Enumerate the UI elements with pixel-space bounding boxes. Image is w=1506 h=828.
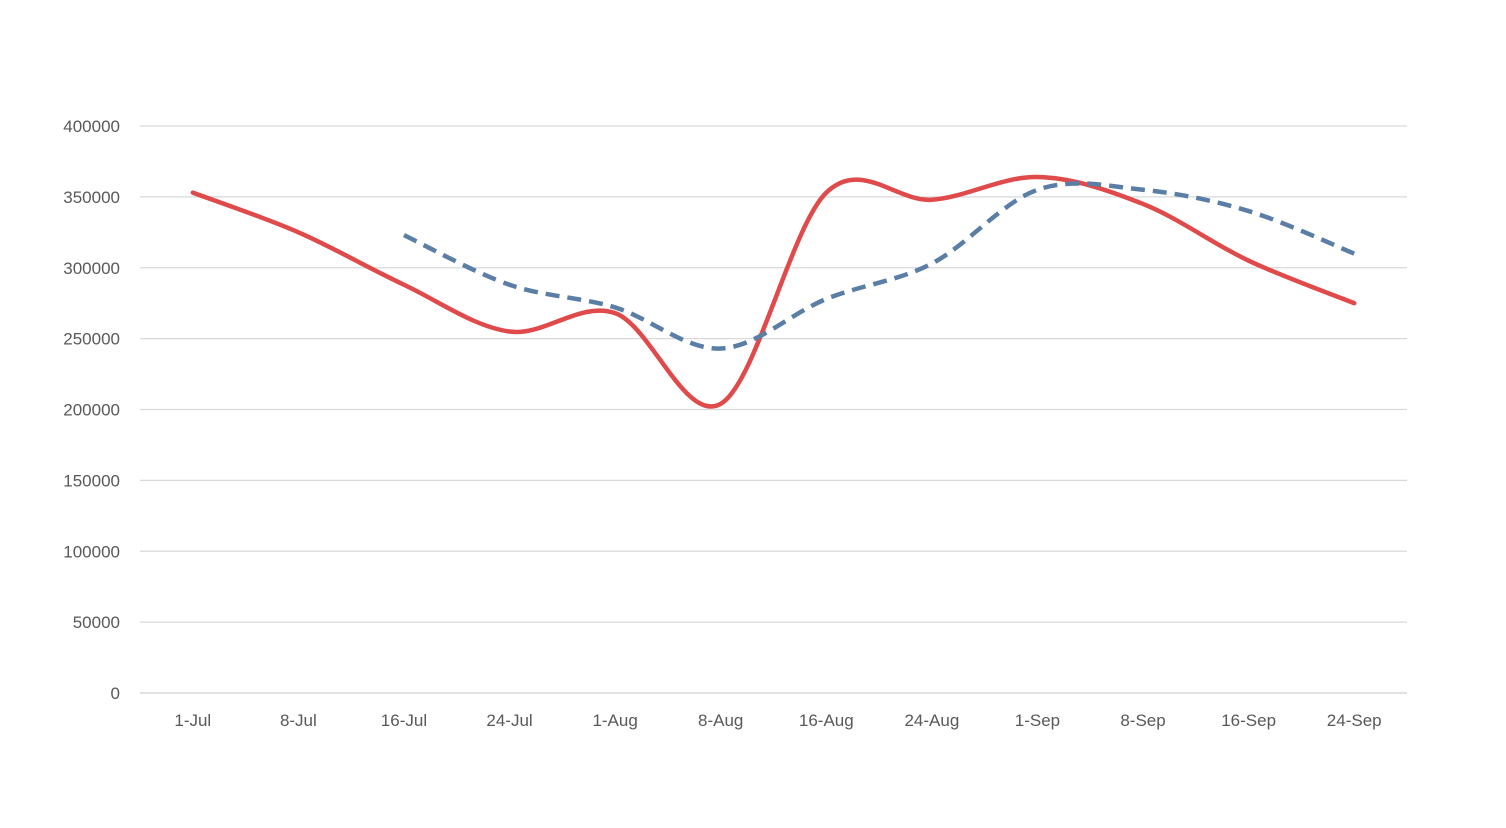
series-line-dashed (403, 181, 1356, 351)
x-tick-label: 8-Sep (1120, 711, 1165, 730)
x-tick-label: 1-Sep (1015, 711, 1060, 730)
x-tick-label: 8-Aug (698, 711, 743, 730)
y-tick-label: 150000 (63, 471, 120, 490)
x-tick-label: 24-Aug (904, 711, 959, 730)
x-axis-tick-labels: 1-Jul 8-Jul 16-Jul 24-Jul 1-Aug 8-Aug 16-Aug 24… (174, 711, 1381, 730)
y-tick-label: 300000 (63, 259, 120, 278)
x-tick-label: 24-Jul (486, 711, 532, 730)
series-line-solid (190, 174, 1357, 409)
x-tick-label: 1-Jul (174, 711, 211, 730)
y-tick-label: 250000 (63, 330, 120, 349)
x-tick-label: 1-Aug (592, 711, 637, 730)
y-axis-tick-labels: 0 50000 100000 150000 200000 250000 300000 3500… (63, 117, 120, 703)
series-lines (190, 174, 1357, 409)
y-tick-label: 0 (111, 684, 120, 703)
x-tick-label: 16-Aug (799, 711, 854, 730)
x-tick-label: 16-Jul (381, 711, 427, 730)
y-tick-label: 100000 (63, 542, 120, 561)
x-tick-label: 16-Sep (1221, 711, 1276, 730)
gridlines (140, 125, 1407, 694)
y-tick-label: 350000 (63, 188, 120, 207)
y-tick-label: 50000 (73, 613, 120, 632)
x-tick-label: 24-Sep (1327, 711, 1382, 730)
x-tick-label: 8-Jul (280, 711, 317, 730)
y-tick-label: 200000 (63, 401, 120, 420)
y-tick-label: 400000 (63, 117, 120, 136)
